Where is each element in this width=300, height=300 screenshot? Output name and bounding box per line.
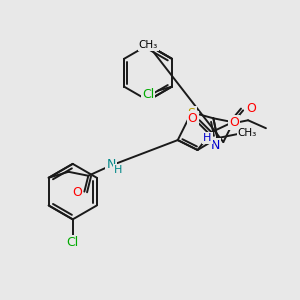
Text: O: O	[188, 112, 197, 125]
Text: H: H	[114, 165, 122, 175]
Text: H: H	[203, 133, 212, 143]
Text: CH₃: CH₃	[238, 128, 257, 138]
Text: N: N	[106, 158, 116, 171]
Text: O: O	[246, 102, 256, 115]
Text: O: O	[73, 186, 82, 199]
Text: S: S	[188, 107, 196, 120]
Text: O: O	[229, 116, 239, 129]
Text: Cl: Cl	[142, 88, 154, 101]
Text: Cl: Cl	[67, 236, 79, 249]
Text: CH₃: CH₃	[139, 40, 158, 50]
Text: N: N	[211, 139, 220, 152]
